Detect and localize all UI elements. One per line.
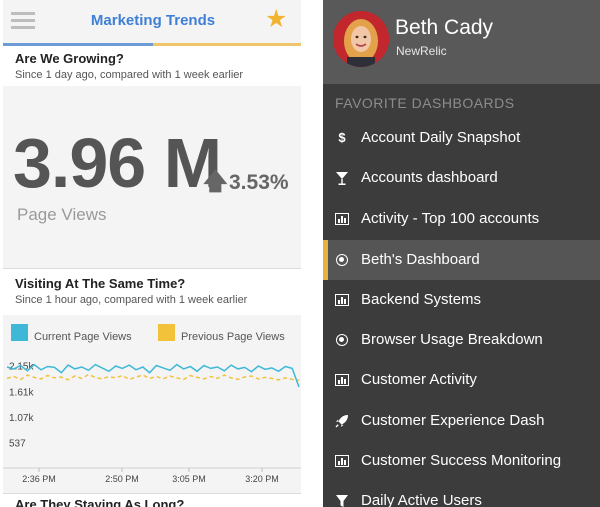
- section-header-card: [3, 269, 301, 315]
- target-icon: [336, 254, 348, 266]
- dollar-icon: $: [338, 130, 346, 145]
- section-header-card: [3, 46, 301, 86]
- tab-indicator-active: [3, 43, 153, 46]
- arrow-up-icon: 🡅: [203, 168, 228, 195]
- user-organization: NewRelic: [396, 44, 447, 58]
- user-photo-icon: [333, 11, 389, 67]
- section-heading: Visiting At The Same Time?: [15, 276, 186, 291]
- rocket-icon: [335, 415, 348, 428]
- legend-swatch-current: [11, 324, 28, 341]
- dashboard-item-browser-usage[interactable]: Browser Usage Breakdown: [323, 320, 600, 360]
- x-tick-label: 2:36 PM: [22, 474, 56, 484]
- x-tick-label: 2:50 PM: [105, 474, 139, 484]
- user-name: Beth Cady: [395, 16, 494, 39]
- dashboard-item-label: Customer Experience Dash: [361, 412, 545, 429]
- bar-chart-icon: [335, 213, 349, 225]
- dashboard-item-label: Customer Success Monitoring: [361, 452, 562, 469]
- dashboard-item-backend-systems[interactable]: Backend Systems: [323, 280, 600, 320]
- legend-swatch-previous: [158, 324, 175, 341]
- dashboard-item-label: Beth's Dashboard: [361, 251, 480, 268]
- dashboard-item-label: Daily Active Users: [361, 492, 482, 507]
- dashboard-item-label: Browser Usage Breakdown: [361, 331, 543, 348]
- y-tick-label: 1.07k: [9, 413, 34, 424]
- dashboard-item-customer-experience[interactable]: Customer Experience Dash: [323, 401, 600, 441]
- page-views-value: 3.96 M: [13, 124, 222, 202]
- avatar[interactable]: [333, 11, 389, 67]
- y-tick-label: 537: [9, 438, 26, 449]
- section-divider: [3, 268, 301, 269]
- target-icon: [336, 334, 348, 346]
- dashboard-item-label: Backend Systems: [361, 291, 482, 308]
- dashboard-item-activity-top-100[interactable]: Activity - Top 100 accounts: [323, 199, 600, 239]
- percent-change: 3.53%: [229, 171, 289, 194]
- dashboard-item-account-daily-snapshot[interactable]: $ Account Daily Snapshot: [323, 118, 600, 158]
- legend-label-current: Current Page Views: [34, 331, 132, 343]
- bar-chart-icon: [335, 455, 349, 467]
- x-tick-label: 3:20 PM: [245, 474, 279, 484]
- dashboard-item-customer-success[interactable]: Customer Success Monitoring: [323, 441, 600, 481]
- legend-label-previous: Previous Page Views: [181, 331, 285, 343]
- dashboard-item-label: Customer Activity: [361, 371, 477, 388]
- y-tick-label: 1.61k: [9, 387, 34, 398]
- favorites-heading: FAVORITE DASHBOARDS: [335, 95, 515, 111]
- profile-header: Beth Cady NewRelic: [323, 0, 600, 84]
- x-tick-label: 3:05 PM: [172, 474, 206, 484]
- filter-icon: [336, 495, 348, 507]
- section-heading: Are They Staying As Long?: [15, 497, 185, 507]
- section-header-card: [3, 494, 301, 507]
- dashboard-item-accounts-dashboard[interactable]: Accounts dashboard: [323, 158, 600, 198]
- dashboard-item-label: Accounts dashboard: [361, 169, 498, 186]
- dashboard-item-beths-dashboard[interactable]: Beth's Dashboard: [323, 240, 600, 280]
- favorite-star-icon[interactable]: ★: [265, 5, 288, 33]
- hamburger-menu-icon[interactable]: [11, 10, 37, 32]
- top-bar: Marketing Trends ★: [3, 0, 301, 44]
- dashboard-title: Marketing Trends: [90, 12, 216, 29]
- dashboard-item-label: Activity - Top 100 accounts: [361, 210, 540, 227]
- bar-chart-icon: [335, 294, 349, 306]
- martini-glass-icon: [336, 172, 348, 185]
- section-divider: [3, 493, 301, 494]
- series-line-previous: [6, 373, 300, 382]
- section-subtitle: Since 1 hour ago, compared with 1 week e…: [15, 294, 248, 306]
- active-item-marker: [323, 240, 328, 280]
- bar-chart-icon: [335, 374, 349, 386]
- tab-indicator-secondary: [153, 43, 301, 46]
- marketing-trends-screen: Marketing Trends ★ Are We Growing? Since…: [3, 0, 301, 507]
- dashboard-item-label: Account Daily Snapshot: [361, 129, 521, 146]
- metric-label: Page Views: [17, 205, 107, 224]
- section-subtitle: Since 1 day ago, compared with 1 week ea…: [15, 69, 244, 81]
- dashboard-item-customer-activity[interactable]: Customer Activity: [323, 360, 600, 400]
- series-line-current: [6, 363, 300, 388]
- section-heading: Are We Growing?: [15, 51, 124, 66]
- dashboard-item-daily-active-users[interactable]: Daily Active Users: [323, 481, 600, 507]
- navigation-drawer: Beth Cady NewRelic FAVORITE DASHBOARDS $…: [323, 0, 600, 507]
